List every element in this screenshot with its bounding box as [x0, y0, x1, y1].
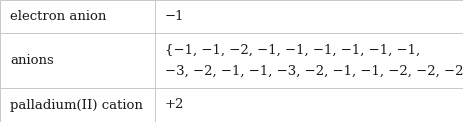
Text: anions: anions — [10, 54, 54, 67]
Text: −1: −1 — [165, 10, 184, 23]
Text: −3, −2, −1, −1, −3, −2, −1, −1, −2, −2, −2}: −3, −2, −1, −1, −3, −2, −1, −1, −2, −2, … — [165, 64, 463, 77]
Text: palladium(II) cation: palladium(II) cation — [10, 98, 143, 112]
Text: {−1, −1, −2, −1, −1, −1, −1, −1, −1,: {−1, −1, −2, −1, −1, −1, −1, −1, −1, — [165, 44, 420, 57]
Text: +2: +2 — [165, 98, 184, 112]
Text: electron anion: electron anion — [10, 10, 106, 23]
